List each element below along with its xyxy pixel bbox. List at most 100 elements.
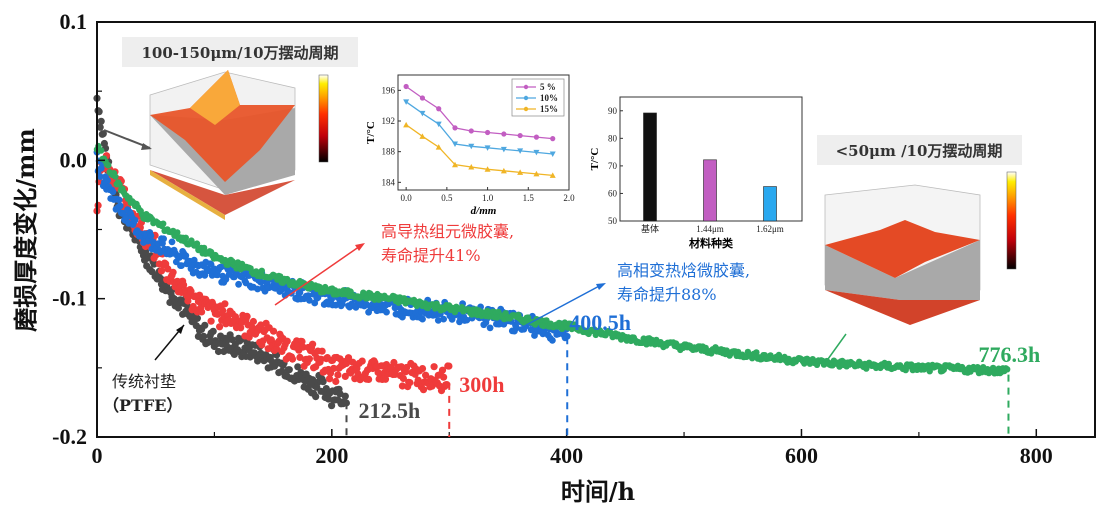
data-point [209, 327, 217, 335]
data-point [318, 347, 326, 355]
data-point [116, 202, 124, 210]
bar-category-label: 1.62μm [756, 224, 784, 234]
data-point [180, 281, 188, 289]
inset-line-marker [419, 133, 426, 139]
x-tick-label: 800 [1020, 443, 1053, 468]
data-point [294, 363, 302, 371]
arrow-ptfe-head [176, 325, 184, 334]
data-point [96, 173, 104, 181]
data-point [222, 275, 230, 283]
inset-line-series [405, 101, 553, 155]
data-point [418, 365, 427, 373]
data-point [105, 162, 112, 169]
data-point [235, 280, 243, 288]
inset-line-marker [419, 95, 426, 101]
data-point [365, 375, 373, 383]
data-point [269, 327, 278, 335]
inset-x-tick-label: 1.0 [482, 193, 494, 203]
data-point [440, 373, 448, 381]
inset-y-tick-label: 188 [382, 147, 396, 157]
data-point [193, 314, 201, 322]
data-point [285, 366, 293, 374]
data-point [299, 343, 307, 351]
x-tick-label: 200 [315, 443, 348, 468]
inset-line-ylabel: T/°C [365, 121, 377, 144]
data-point [309, 340, 317, 348]
inset-line-marker [403, 121, 410, 128]
y-tick-label: -0.1 [52, 286, 87, 311]
data-point [563, 332, 571, 340]
inset-line-marker [549, 172, 556, 178]
blue-label-line2: 寿命提升88% [617, 285, 717, 304]
data-point [341, 392, 349, 400]
x-tick-label: 400 [550, 443, 583, 468]
data-point [214, 347, 223, 356]
data-point [174, 229, 181, 236]
colorbar-left [318, 74, 329, 163]
end-time-label: 212.5h [359, 398, 421, 423]
data-point [213, 310, 222, 318]
blue-label-line1: 高相变热焓微胶囊, [617, 261, 750, 280]
data-point [207, 317, 215, 325]
inset-line-marker [517, 148, 524, 154]
data-point [249, 317, 257, 326]
inset-y-tick-label: 192 [382, 116, 396, 126]
data-point [109, 188, 117, 196]
data-point [112, 173, 119, 180]
x-tick-label: 0 [92, 443, 103, 468]
box-left-bg [122, 37, 358, 67]
data-point [200, 244, 208, 252]
data-point [243, 312, 251, 320]
y-tick-label: 0.0 [60, 147, 88, 172]
data-point [430, 363, 438, 371]
data-point [115, 196, 123, 204]
inset-line-marker [435, 121, 442, 128]
legend-label: 15% [540, 104, 558, 114]
inset-line-marker [501, 131, 507, 137]
data-point [319, 378, 327, 386]
bar-category-label: 基体 [641, 223, 659, 234]
ptfe-label-line2: （PTFE） [103, 396, 183, 415]
colorbar-right [1006, 171, 1017, 270]
inset-line-marker [549, 151, 556, 157]
arrow-blue-head [596, 283, 606, 290]
data-point [419, 315, 426, 323]
data-point [169, 268, 177, 276]
data-point [422, 371, 430, 379]
inset-line-marker [484, 166, 491, 172]
inset-line-marker [550, 136, 556, 142]
inset-line-marker [452, 125, 458, 131]
main-plot-marks [93, 94, 1011, 410]
end-time-label: 776.3h [978, 342, 1040, 367]
data-point [198, 308, 206, 316]
inset-line-marker [500, 146, 507, 153]
data-point [344, 354, 353, 362]
data-point [325, 375, 334, 383]
data-point [390, 358, 398, 367]
y-tick-label: -0.2 [52, 424, 87, 449]
data-point [178, 262, 185, 269]
data-point [445, 362, 453, 370]
inset-bar-xlabel: 材料种类 [689, 236, 734, 250]
data-point [147, 232, 155, 240]
data-point [328, 402, 336, 410]
box-right-bg [817, 135, 1022, 165]
data-point [168, 238, 176, 246]
legend-label: 5 % [540, 82, 556, 92]
box-right-label: <50μm /10万摆动周期 [836, 142, 1003, 160]
data-point [438, 366, 447, 374]
surface-inset-right [824, 184, 981, 325]
ptfe-label-line1: 传统衬垫 [112, 372, 176, 391]
inset-line-marker [500, 167, 507, 174]
inset-line-series [405, 85, 553, 140]
box-left-label: 100-150μm/10万摆动周期 [141, 44, 338, 62]
data-point [97, 164, 105, 172]
y-tick-label: 0.1 [60, 9, 88, 34]
inset-line-marker [468, 143, 475, 150]
data-point [398, 382, 406, 390]
data-point [174, 304, 182, 312]
surface-inset-left [149, 70, 296, 220]
data-point [221, 300, 229, 308]
data-point [200, 332, 208, 340]
